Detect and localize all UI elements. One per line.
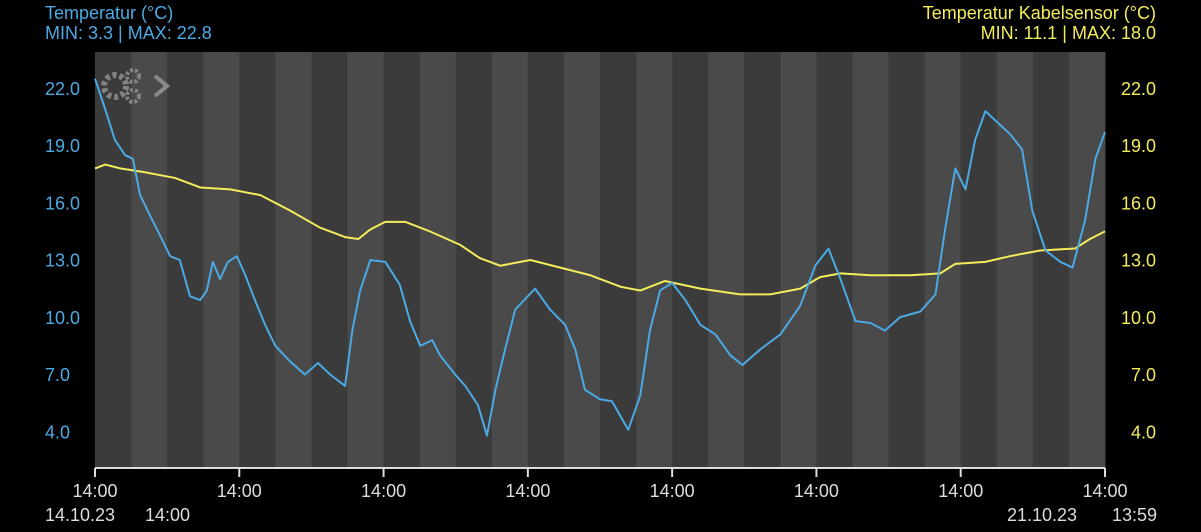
settings-icon: [101, 68, 141, 104]
x-tick-label: 14:00: [1082, 481, 1127, 501]
right-subtitle: MIN: 11.1 | MAX: 18.0: [981, 23, 1156, 43]
gear: [101, 72, 129, 100]
y2-tick-label: 22.0: [1121, 79, 1156, 99]
stripe: [636, 52, 673, 468]
y2-tick-label: 16.0: [1121, 193, 1156, 213]
plot-area: [95, 52, 1106, 468]
stripe: [924, 52, 962, 468]
stripe: [996, 52, 1034, 468]
stripe: [744, 52, 781, 468]
x-tick-label: 14:00: [505, 481, 550, 501]
stripe: [491, 52, 529, 468]
end-date: 21.10.23: [1007, 505, 1077, 525]
y-tick-label: 4.0: [45, 422, 70, 442]
x-tick-label: 14:00: [794, 481, 839, 501]
stripe: [672, 52, 709, 468]
stripe: [95, 52, 132, 468]
y-tick-label: 7.0: [45, 365, 70, 385]
chart-title: Temperatur (°C): [45, 3, 173, 23]
stripe: [708, 52, 745, 468]
stripe: [780, 52, 817, 468]
right-title: Temperatur Kabelsensor (°C): [923, 3, 1156, 23]
y2-tick-label: 10.0: [1121, 308, 1156, 328]
gear: [125, 88, 141, 104]
y-tick-label: 19.0: [45, 136, 80, 156]
y-tick-label: 16.0: [45, 193, 80, 213]
y-tick-label: 13.0: [45, 251, 80, 271]
y2-tick-label: 4.0: [1131, 422, 1156, 442]
line: [94, 163, 1106, 296]
start-time: 14:00: [145, 505, 190, 525]
y2-tick-label: 19.0: [1121, 136, 1156, 156]
x-tick-label: 14:00: [938, 481, 983, 501]
chart-subtitle: MIN: 3.3 | MAX: 22.8: [45, 23, 212, 43]
y-tick-label: 10.0: [45, 308, 80, 328]
stripe: [347, 52, 385, 468]
x-tick-label: 14:00: [217, 481, 262, 501]
stripe: [131, 52, 168, 468]
x-tick-label: 14:00: [72, 481, 117, 501]
stripe: [563, 52, 601, 468]
stripe: [311, 52, 348, 468]
stripe: [888, 52, 926, 468]
stripe: [275, 52, 312, 468]
end-time: 13:59: [1112, 505, 1157, 525]
y-tick-label: 22.0: [45, 79, 80, 99]
stripe: [419, 52, 457, 468]
y2-tick-label: 13.0: [1121, 251, 1156, 271]
start-date: 14.10.23: [45, 505, 115, 525]
x-tick-label: 14:00: [361, 481, 406, 501]
line: [94, 78, 1106, 437]
x-tick-label: 14:00: [650, 481, 695, 501]
stripe: [167, 52, 204, 468]
stripe: [203, 52, 240, 468]
stripe: [600, 52, 637, 468]
stripe: [1032, 52, 1070, 468]
chevron: [153, 74, 171, 98]
y2-tick-label: 7.0: [1131, 365, 1156, 385]
stripe: [816, 52, 853, 468]
stripe: [852, 52, 890, 468]
stripe: [383, 52, 421, 468]
stripe: [239, 52, 276, 468]
gear: [125, 68, 141, 84]
